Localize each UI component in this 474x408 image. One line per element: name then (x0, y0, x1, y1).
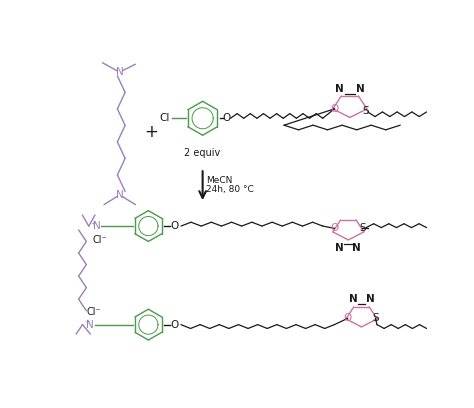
Text: O: O (344, 313, 352, 324)
Text: N: N (92, 221, 100, 231)
Text: MeCN: MeCN (207, 176, 233, 185)
Text: N: N (116, 190, 124, 200)
Text: +: + (144, 123, 158, 141)
Text: O: O (330, 223, 338, 233)
Text: N: N (116, 67, 124, 77)
Text: S: S (362, 106, 369, 115)
Text: N: N (86, 319, 94, 330)
Text: O: O (222, 113, 231, 123)
Text: N: N (336, 84, 344, 93)
Text: S: S (372, 313, 379, 324)
Text: N: N (348, 294, 357, 304)
Text: Cl: Cl (160, 113, 170, 123)
Text: O: O (330, 104, 338, 114)
Text: Cl⁻: Cl⁻ (92, 235, 107, 245)
Text: O: O (171, 221, 179, 231)
Text: +: + (90, 221, 96, 227)
Text: 24h, 80 °C: 24h, 80 °C (207, 185, 254, 194)
Text: N: N (336, 243, 344, 253)
Text: 2 equiv: 2 equiv (184, 148, 221, 158)
Text: N: N (365, 294, 374, 304)
Text: +: + (84, 319, 90, 326)
Text: O: O (171, 319, 179, 330)
Text: N: N (356, 84, 365, 93)
Text: Cl⁻: Cl⁻ (86, 307, 101, 317)
Text: S: S (359, 223, 365, 233)
Text: N: N (353, 243, 361, 253)
